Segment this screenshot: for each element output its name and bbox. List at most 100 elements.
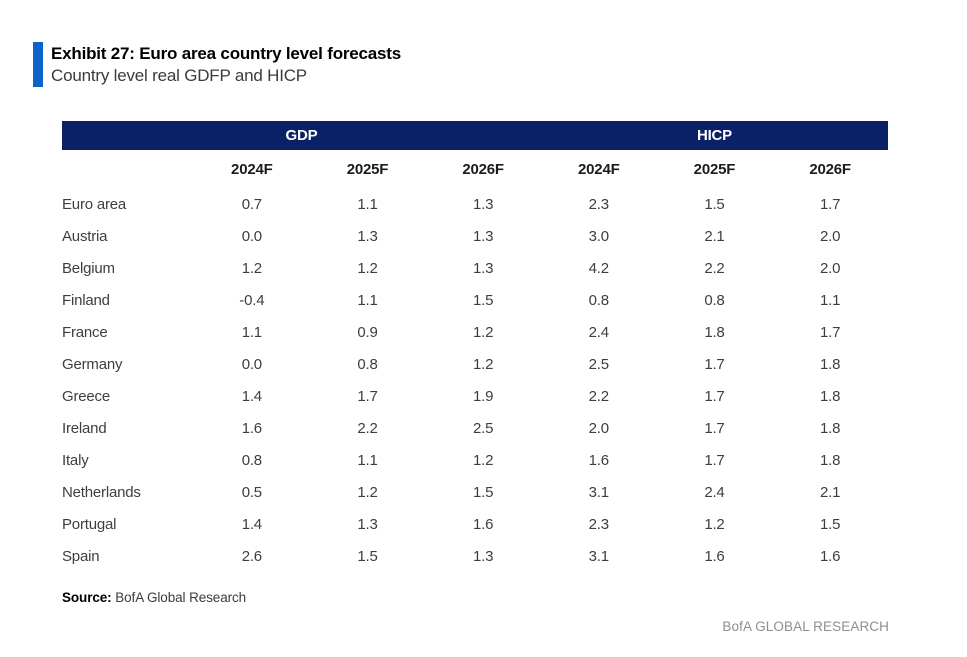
group-header-hicp: HICP: [540, 121, 888, 150]
value-cell: 0.0: [241, 355, 262, 373]
value-cell: 1.4: [241, 515, 262, 533]
value-cell: 1.1: [820, 291, 841, 309]
value-cell: -0.4: [239, 291, 265, 309]
value-cell: 0.0: [241, 227, 262, 245]
value-cell: 1.7: [357, 387, 378, 405]
country-label: Portugal: [62, 515, 117, 533]
value-cell: 1.6: [473, 515, 494, 533]
value-cell: 1.5: [473, 483, 494, 501]
value-cell: 2.1: [820, 483, 841, 501]
value-cell: 1.1: [241, 323, 262, 341]
value-cell: 3.1: [588, 547, 609, 565]
value-cell: 2.5: [588, 355, 609, 373]
value-cell: 1.7: [704, 419, 725, 437]
country-label: France: [62, 323, 108, 341]
value-cell: 2.2: [588, 387, 609, 405]
column-header-gdp-2024f: 2024F: [231, 160, 273, 178]
source-line: Source: BofA Global Research: [62, 590, 246, 605]
value-cell: 1.3: [473, 227, 494, 245]
exhibit-title: Exhibit 27: Euro area country level fore…: [51, 44, 402, 63]
value-cell: 1.3: [473, 547, 494, 565]
accent-bar: [33, 42, 43, 87]
value-cell: 1.4: [241, 387, 262, 405]
value-cell: 3.1: [588, 483, 609, 501]
table-body: Euro area 0.7 1.1 1.3 2.3 1.5 1.7 Austri…: [62, 188, 888, 572]
value-cell: 2.4: [704, 483, 725, 501]
country-label: Netherlands: [62, 483, 141, 501]
country-label: Finland: [62, 291, 110, 309]
value-cell: 3.0: [588, 227, 609, 245]
table-row: Belgium 1.2 1.2 1.3 4.2 2.2 2.0: [62, 252, 888, 284]
value-cell: 1.2: [704, 515, 725, 533]
value-cell: 1.3: [473, 259, 494, 277]
value-cell: 1.8: [704, 323, 725, 341]
value-cell: 2.2: [704, 259, 725, 277]
value-cell: 1.3: [357, 515, 378, 533]
value-cell: 1.7: [820, 323, 841, 341]
value-cell: 1.6: [704, 547, 725, 565]
value-cell: 1.6: [241, 419, 262, 437]
value-cell: 1.2: [357, 483, 378, 501]
country-label: Spain: [62, 547, 100, 565]
country-label: Italy: [62, 451, 89, 469]
value-cell: 1.5: [820, 515, 841, 533]
table-row: Netherlands 0.5 1.2 1.5 3.1 2.4 2.1: [62, 476, 888, 508]
column-header-hicp-2026f: 2026F: [809, 160, 851, 178]
value-cell: 2.4: [588, 323, 609, 341]
value-cell: 1.6: [820, 547, 841, 565]
value-cell: 1.7: [704, 387, 725, 405]
value-cell: 2.1: [704, 227, 725, 245]
value-cell: 0.8: [357, 355, 378, 373]
value-cell: 2.3: [588, 515, 609, 533]
value-cell: 1.3: [357, 227, 378, 245]
table-row: Euro area 0.7 1.1 1.3 2.3 1.5 1.7: [62, 188, 888, 220]
table-row: Spain 2.6 1.5 1.3 3.1 1.6 1.6: [62, 540, 888, 572]
table-row: Finland -0.4 1.1 1.5 0.8 0.8 1.1: [62, 284, 888, 316]
column-header-hicp-2025f: 2025F: [693, 160, 736, 178]
value-cell: 1.8: [820, 451, 841, 469]
value-cell: 2.5: [473, 419, 494, 437]
value-cell: 0.7: [241, 195, 262, 213]
country-label: Ireland: [62, 419, 107, 437]
value-cell: 1.7: [820, 195, 841, 213]
source-label: Source:: [62, 590, 112, 605]
label-column-spacer: [62, 150, 194, 188]
value-cell: 1.7: [704, 451, 725, 469]
table-row: Italy 0.8 1.1 1.2 1.6 1.7 1.8: [62, 444, 888, 476]
value-cell: 1.2: [473, 323, 494, 341]
forecast-table: GDP HICP 2024F 2025F 2026F 2024F 2025F 2…: [62, 121, 888, 572]
group-header-gdp: GDP: [62, 121, 541, 150]
value-cell: 1.5: [473, 291, 494, 309]
table-row: Portugal 1.4 1.3 1.6 2.3 1.2 1.5: [62, 508, 888, 540]
value-cell: 1.1: [357, 195, 378, 213]
value-cell: 2.0: [820, 227, 841, 245]
country-label: Austria: [62, 227, 108, 245]
exhibit-subtitle: Country level real GDFP and HICP: [51, 66, 307, 85]
value-cell: 1.3: [473, 195, 494, 213]
year-header-row: 2024F 2025F 2026F 2024F 2025F 2026F: [62, 150, 888, 188]
country-label: Euro area: [62, 195, 127, 213]
value-cell: 1.8: [820, 355, 841, 373]
value-cell: 4.2: [588, 259, 609, 277]
value-cell: 1.6: [588, 451, 609, 469]
value-cell: 1.2: [473, 355, 494, 373]
value-cell: 0.9: [357, 323, 378, 341]
country-label: Belgium: [62, 259, 115, 277]
value-cell: 0.5: [241, 483, 262, 501]
column-header-gdp-2025f: 2025F: [346, 160, 389, 178]
table-row: Ireland 1.6 2.2 2.5 2.0 1.7 1.8: [62, 412, 888, 444]
value-cell: 1.7: [704, 355, 725, 373]
value-cell: 0.8: [704, 291, 725, 309]
value-cell: 1.5: [704, 195, 725, 213]
value-cell: 2.0: [820, 259, 841, 277]
value-cell: 1.8: [820, 387, 841, 405]
value-cell: 1.1: [357, 451, 378, 469]
value-cell: 1.1: [357, 291, 378, 309]
value-cell: 1.9: [473, 387, 494, 405]
value-cell: 0.8: [588, 291, 609, 309]
column-header-gdp-2026f: 2026F: [462, 160, 504, 178]
country-label: Germany: [62, 355, 123, 373]
value-cell: 2.0: [588, 419, 609, 437]
table-row: France 1.1 0.9 1.2 2.4 1.8 1.7: [62, 316, 888, 348]
table-row: Greece 1.4 1.7 1.9 2.2 1.7 1.8: [62, 380, 888, 412]
